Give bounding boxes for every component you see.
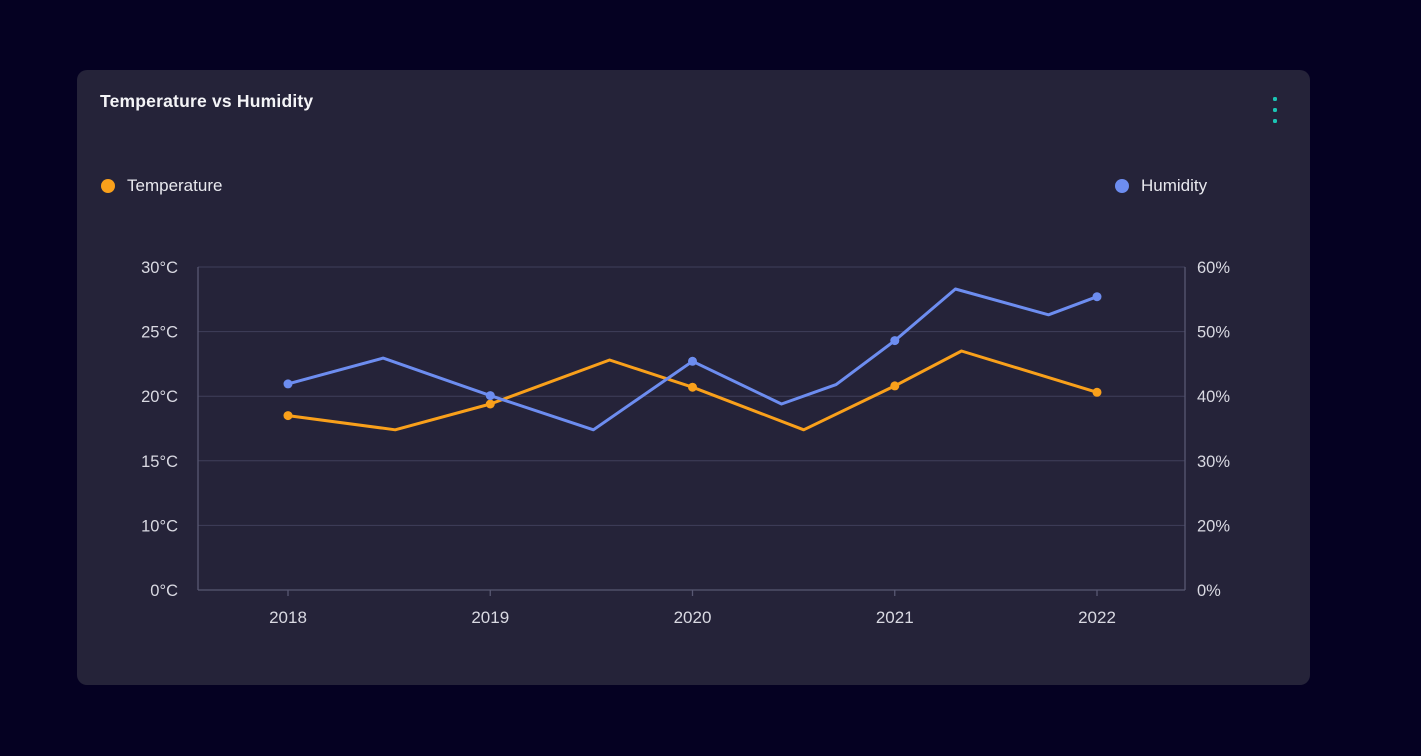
y-axis-label-right: 50%: [1197, 324, 1230, 342]
temperature-marker[interactable]: [890, 381, 900, 391]
y-axis-label-right: 20%: [1197, 517, 1230, 535]
legend-label: Humidity: [1141, 176, 1208, 195]
y-axis-label-left: 0°C: [150, 582, 178, 600]
y-axis-label-left: 20°C: [141, 388, 178, 406]
y-axis-label-right: 40%: [1197, 388, 1230, 406]
y-axis-label-right: 30%: [1197, 453, 1230, 471]
chart-canvas: 30°C 25°C 20°C 15°C 10°C 0°C 60% 50% 40% 30% 20% 0%…: [141, 259, 1230, 627]
y-axis-label-left: 30°C: [141, 259, 178, 277]
humidity-marker[interactable]: [688, 356, 697, 366]
chart-card: Temperature vs Humidity Temperature Humi…: [77, 70, 1310, 685]
kebab-dot: [1273, 108, 1277, 112]
kebab-dot: [1273, 97, 1277, 101]
x-axis-label: 2021: [876, 608, 914, 627]
humidity-line: [286, 287, 1099, 432]
temperature-legend-dot-icon: [101, 179, 115, 193]
humidity-marker[interactable]: [283, 379, 293, 389]
y-axis-label-right: 0%: [1197, 582, 1221, 600]
legend-item-humidity[interactable]: Humidity: [1115, 176, 1207, 196]
y-axis-label-left: 25°C: [141, 324, 178, 342]
y-axis-label-left: 15°C: [141, 453, 178, 471]
x-axis-label: 2019: [471, 608, 509, 627]
kebab-dot: [1273, 119, 1277, 123]
legend-label: Temperature: [127, 176, 223, 195]
legend-item-temperature[interactable]: Temperature: [101, 176, 222, 196]
y-axis-label-left: 10°C: [141, 517, 178, 535]
x-axis-label: 2018: [269, 608, 307, 627]
temperature-marker[interactable]: [283, 411, 293, 421]
x-axis-label: 2020: [674, 608, 712, 627]
temperature-marker[interactable]: [485, 399, 495, 409]
humidity-marker[interactable]: [1092, 292, 1102, 302]
humidity-marker[interactable]: [890, 336, 900, 346]
kebab-menu-icon[interactable]: [1268, 92, 1282, 128]
y-axis-label-right: 60%: [1197, 259, 1230, 277]
x-axis-label: 2022: [1078, 608, 1116, 627]
temperature-marker[interactable]: [1092, 387, 1102, 397]
humidity-marker[interactable]: [485, 391, 495, 401]
temperature-marker[interactable]: [688, 382, 697, 392]
chart-title: Temperature vs Humidity: [100, 91, 314, 111]
humidity-legend-dot-icon: [1115, 179, 1129, 193]
